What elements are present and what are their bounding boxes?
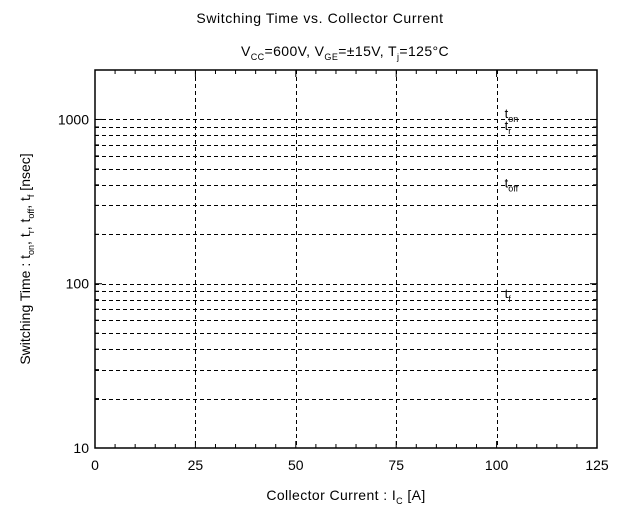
y-tick-label: 10: [73, 440, 89, 456]
y-axis-label-unit: [nsec]: [17, 153, 33, 194]
x-axis-label: Collector Current : IC [A]: [266, 487, 425, 506]
vge-subscript: GE: [324, 52, 338, 62]
x-axis-label-subscript: C: [396, 496, 403, 506]
y-axis-label-sep3: , t: [17, 197, 33, 209]
x-tick-label: 75: [388, 457, 404, 473]
x-axis-label-unit: [A]: [403, 487, 426, 503]
vcc-symbol: V: [241, 43, 251, 59]
chart-title: Switching Time vs. Collector Current: [196, 10, 443, 26]
y-axis-label: Switching Time : ton, tr, toff, tf [nsec…: [17, 153, 36, 364]
x-tick-label: 25: [188, 457, 204, 473]
series-annotation-f: tf: [505, 286, 512, 304]
x-tick-label: 0: [91, 457, 99, 473]
series-annotation-r: tr: [505, 118, 512, 136]
series-annotation-on: ton: [505, 106, 519, 124]
vcc-value: =600V,: [265, 43, 315, 59]
y-axis-label-sep1: , t: [17, 233, 33, 245]
y-axis-label-f-sub: f: [26, 194, 36, 197]
y-axis-label-on-sub: on: [26, 245, 36, 255]
series-annotation-off: toff: [505, 176, 519, 194]
y-tick-label: 1000: [58, 111, 89, 127]
x-tick-label: 125: [585, 457, 609, 473]
vge-value: =±15V,: [338, 43, 388, 59]
x-tick-label: 100: [485, 457, 509, 473]
tj-symbol: T: [388, 43, 397, 59]
y-axis-label-sep2: , t: [17, 219, 33, 231]
y-axis-label-prefix: Switching Time : t: [17, 255, 33, 365]
y-axis-label-r-sub: r: [26, 230, 36, 233]
chart-subtitle: VCC=600V, VGE=±15V, Tj=125°C: [241, 43, 449, 62]
x-axis-label-main: Collector Current : I: [266, 487, 396, 503]
axis-ticks: 10 100 1000 0 25 50 75 100 125: [58, 69, 609, 473]
grid: [95, 70, 597, 448]
y-tick-label: 100: [66, 276, 90, 292]
y-axis-label-off-sub: off: [26, 208, 36, 218]
vcc-subscript: CC: [251, 52, 265, 62]
tj-value: =125°C: [399, 43, 449, 59]
plot-frame: [94, 69, 598, 449]
tj-subscript: j: [396, 52, 399, 62]
x-tick-label: 50: [288, 457, 304, 473]
vge-symbol: V: [315, 43, 325, 59]
